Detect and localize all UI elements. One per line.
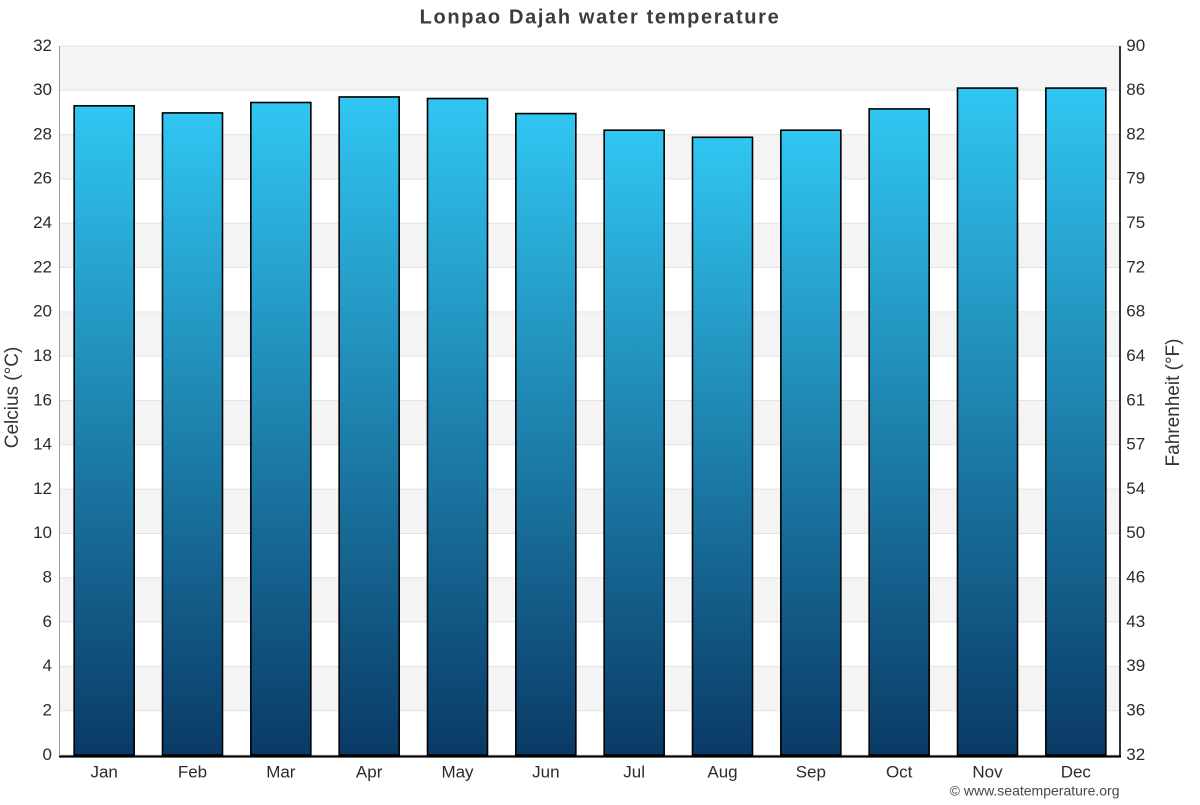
svg-text:Dec: Dec bbox=[1061, 763, 1092, 782]
svg-text:6: 6 bbox=[43, 612, 52, 631]
svg-text:Mar: Mar bbox=[266, 763, 296, 782]
svg-text:14: 14 bbox=[33, 435, 52, 454]
svg-text:57: 57 bbox=[1126, 435, 1145, 454]
svg-text:Jan: Jan bbox=[90, 763, 117, 782]
svg-text:75: 75 bbox=[1126, 213, 1145, 232]
svg-text:18: 18 bbox=[33, 346, 52, 365]
svg-text:79: 79 bbox=[1126, 169, 1145, 188]
svg-text:61: 61 bbox=[1126, 390, 1145, 409]
svg-text:28: 28 bbox=[33, 124, 52, 143]
svg-text:Jun: Jun bbox=[532, 763, 559, 782]
svg-text:64: 64 bbox=[1126, 346, 1145, 365]
svg-text:20: 20 bbox=[33, 302, 52, 321]
svg-text:90: 90 bbox=[1126, 36, 1145, 55]
svg-text:0: 0 bbox=[43, 745, 52, 764]
svg-text:Lonpao Dajah water temperature: Lonpao Dajah water temperature bbox=[420, 6, 781, 28]
svg-text:86: 86 bbox=[1126, 80, 1145, 99]
svg-text:Feb: Feb bbox=[178, 763, 207, 782]
svg-text:8: 8 bbox=[43, 568, 52, 587]
svg-text:May: May bbox=[441, 763, 474, 782]
svg-text:39: 39 bbox=[1126, 656, 1145, 675]
svg-text:22: 22 bbox=[33, 257, 52, 276]
svg-text:Aug: Aug bbox=[707, 763, 737, 782]
svg-text:36: 36 bbox=[1126, 700, 1145, 719]
svg-text:4: 4 bbox=[43, 656, 52, 675]
svg-text:10: 10 bbox=[33, 523, 52, 542]
svg-text:Oct: Oct bbox=[886, 763, 913, 782]
svg-text:2: 2 bbox=[43, 700, 52, 719]
svg-text:54: 54 bbox=[1126, 479, 1145, 498]
svg-text:Jul: Jul bbox=[623, 763, 645, 782]
svg-text:30: 30 bbox=[33, 80, 52, 99]
svg-text:68: 68 bbox=[1126, 302, 1145, 321]
svg-text:26: 26 bbox=[33, 169, 52, 188]
svg-text:12: 12 bbox=[33, 479, 52, 498]
svg-text:Nov: Nov bbox=[972, 763, 1003, 782]
svg-text:50: 50 bbox=[1126, 523, 1145, 542]
svg-text:82: 82 bbox=[1126, 124, 1145, 143]
svg-text:32: 32 bbox=[1126, 745, 1145, 764]
svg-text:© www.seatemperature.org: © www.seatemperature.org bbox=[950, 782, 1120, 798]
svg-text:Apr: Apr bbox=[356, 763, 383, 782]
svg-text:72: 72 bbox=[1126, 257, 1145, 276]
svg-text:46: 46 bbox=[1126, 568, 1145, 587]
svg-text:24: 24 bbox=[33, 213, 52, 232]
svg-text:16: 16 bbox=[33, 390, 52, 409]
svg-text:32: 32 bbox=[33, 36, 52, 55]
svg-text:Sep: Sep bbox=[796, 763, 826, 782]
svg-text:Fahrenheit (°F): Fahrenheit (°F) bbox=[1163, 339, 1184, 467]
svg-text:Celcius (°C): Celcius (°C) bbox=[2, 347, 23, 449]
svg-text:43: 43 bbox=[1126, 612, 1145, 631]
